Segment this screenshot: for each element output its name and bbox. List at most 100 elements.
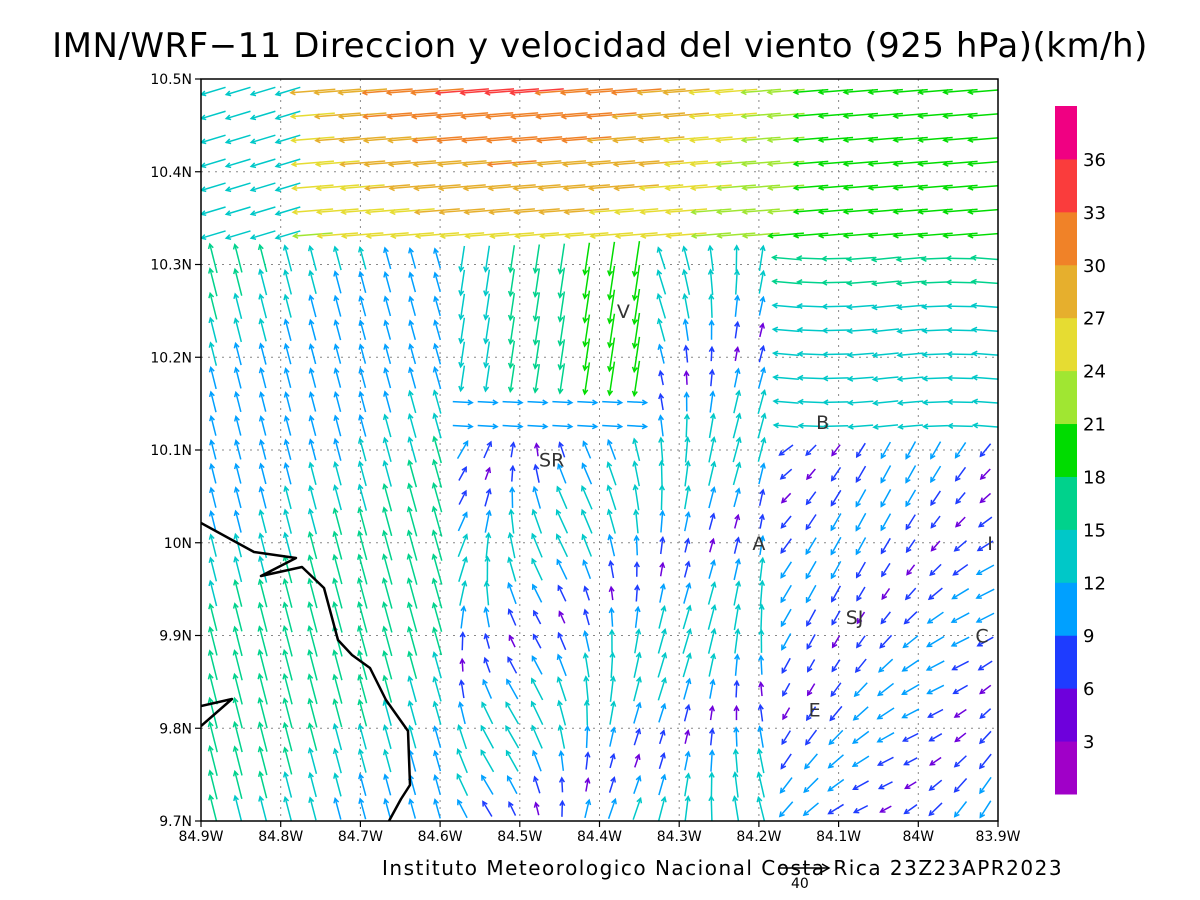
wind-arrow-head — [563, 209, 570, 216]
wind-arrow — [483, 293, 491, 321]
wind-arrow — [802, 802, 819, 817]
wind-arrow — [930, 490, 942, 507]
wind-arrow-head — [683, 344, 690, 351]
wind-arrow-head — [637, 113, 644, 120]
wind-arrow-shaft — [556, 486, 568, 510]
wind-arrow-head — [581, 462, 588, 469]
wind-arrow — [282, 577, 293, 608]
wind-arrow-head — [258, 268, 264, 275]
wind-arrow-head — [710, 581, 717, 588]
wind-arrow — [283, 342, 292, 365]
wind-arrow-head — [682, 318, 689, 325]
wind-arrow-head — [357, 698, 364, 706]
wind-arrow — [274, 158, 301, 169]
wind-arrow-head — [950, 641, 958, 647]
wind-arrow — [758, 681, 765, 697]
wind-arrow-shaft — [527, 424, 548, 428]
wind-arrow-shaft — [904, 757, 918, 766]
wind-arrow-head — [686, 652, 692, 659]
wind-arrow — [805, 584, 817, 604]
wind-arrow-head — [660, 773, 667, 781]
wind-arrow — [406, 553, 418, 585]
wind-arrow — [282, 672, 293, 705]
y-tick-label: 9.7N — [159, 814, 192, 830]
wind-arrow-shaft — [926, 660, 945, 671]
wind-arrow — [632, 796, 643, 820]
wind-arrow-shaft — [683, 269, 691, 295]
wind-arrow-shaft — [284, 532, 293, 559]
wind-arrow-shaft — [259, 319, 267, 342]
wind-arrow-shaft — [508, 557, 517, 582]
wind-arrow-head — [358, 270, 365, 278]
wind-arrow — [582, 338, 591, 372]
wind-arrow-head — [821, 303, 828, 310]
wind-arrow — [232, 672, 243, 705]
wind-arrow-head — [611, 113, 618, 120]
wind-arrow-shaft — [509, 269, 516, 296]
wind-arrow — [431, 529, 443, 561]
wind-arrow-shaft — [742, 136, 781, 142]
wind-arrow — [708, 436, 717, 463]
wind-arrow-shaft — [461, 659, 464, 672]
wind-arrow — [740, 160, 781, 168]
wind-arrow-head — [656, 269, 663, 276]
colorbar-label: 21 — [1083, 415, 1106, 436]
wind-arrow-shaft — [359, 438, 367, 462]
wind-arrow — [829, 705, 843, 722]
wind-arrow-shaft — [459, 317, 466, 343]
wind-arrow — [437, 184, 486, 192]
wind-arrow-head — [971, 374, 978, 381]
wind-arrow — [758, 269, 766, 294]
wind-arrow-head — [531, 724, 537, 732]
wind-arrow-shaft — [582, 560, 592, 580]
wind-arrow-shaft — [608, 289, 616, 324]
wind-arrow-head — [820, 255, 828, 262]
wind-arrow — [431, 601, 443, 632]
wind-arrow-shaft — [759, 705, 764, 722]
wind-arrow-head — [665, 232, 672, 239]
wind-arrow-head — [458, 679, 465, 686]
wind-arrow — [607, 337, 616, 373]
wind-arrow-head — [855, 572, 862, 579]
wind-arrow-shaft — [317, 208, 359, 214]
wind-arrow-shaft — [484, 317, 491, 344]
wind-arrow-shaft — [927, 684, 945, 695]
wind-arrow-shaft — [853, 780, 869, 790]
wind-arrow-head — [505, 724, 511, 732]
wind-arrow-shaft — [334, 392, 342, 412]
wind-arrow — [895, 256, 925, 263]
wind-arrow-shaft — [235, 416, 242, 436]
wind-arrow-shaft — [830, 682, 842, 697]
wind-arrow-head — [382, 748, 389, 756]
wind-arrow-head — [531, 532, 537, 540]
wind-arrow — [634, 753, 641, 768]
wind-arrow-shaft — [608, 361, 616, 395]
wind-arrow-head — [792, 208, 800, 215]
wind-arrow-head — [282, 697, 289, 704]
wind-arrow-shaft — [683, 561, 690, 578]
wind-arrow-head — [507, 556, 513, 563]
wind-arrow-head — [734, 294, 741, 301]
wind-arrow — [684, 795, 691, 821]
wind-arrow — [732, 748, 739, 773]
wind-arrow-head — [282, 625, 289, 632]
wind-arrow-head — [608, 559, 615, 567]
wind-arrow-shaft — [779, 444, 794, 456]
wind-arrow — [382, 482, 393, 512]
wind-arrow-shaft — [284, 509, 292, 534]
wind-arrow-head — [710, 486, 717, 493]
wind-arrow-head — [659, 583, 666, 590]
wind-arrow — [358, 414, 367, 437]
wind-arrow-shaft — [759, 536, 764, 556]
wind-arrow-head — [289, 113, 297, 120]
wind-arrow — [734, 513, 741, 529]
wind-arrow-shaft — [557, 677, 567, 702]
wind-arrow — [556, 485, 568, 510]
wind-arrow — [533, 801, 540, 816]
wind-arrow-shaft — [880, 611, 891, 624]
wind-arrow-shaft — [505, 725, 520, 749]
wind-arrow — [308, 343, 317, 365]
wind-arrow-shaft — [852, 730, 870, 744]
wind-arrow — [283, 318, 292, 342]
wind-arrow-shaft — [848, 376, 874, 380]
